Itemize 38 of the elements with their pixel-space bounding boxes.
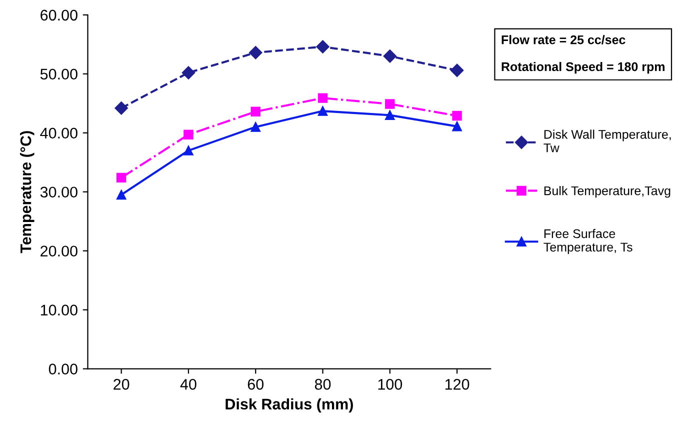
point (182, 66, 196, 80)
point (249, 46, 262, 60)
point (250, 122, 260, 132)
point (318, 93, 328, 103)
legend-label: Bulk Temperature,Tavg (544, 186, 670, 198)
x-tick-label: 20 (114, 378, 130, 390)
point (316, 40, 330, 54)
point (385, 110, 395, 120)
point (250, 106, 260, 116)
point (450, 64, 464, 77)
point (114, 102, 128, 115)
point (184, 146, 194, 156)
y-tick-label: 30.00 (40, 186, 78, 198)
y-tick-label: 0.00 (48, 364, 78, 374)
x-tick-label: 60 (248, 378, 264, 390)
x-tick-label: 100 (378, 378, 402, 390)
text: Flow rate = 25 cc/sec (502, 35, 626, 44)
point (116, 190, 126, 200)
point (452, 122, 462, 132)
y-tick-label: 20.00 (40, 246, 78, 257)
legend-label: Disk Wall Temperature, Tw (544, 130, 671, 152)
y-tick-label: 50.00 (40, 68, 78, 80)
y-tick-label: 60.00 (40, 10, 78, 21)
point (116, 172, 126, 183)
x-tick-label: 40 (180, 378, 196, 390)
point (383, 50, 396, 63)
text: Rotational Speed = 180 rpm (502, 62, 664, 74)
point (318, 106, 328, 116)
point (385, 99, 395, 109)
point (184, 130, 194, 140)
y-tick-label: 40.00 (40, 128, 78, 139)
point (452, 110, 462, 121)
legend-label: Free Surface Temperature, Ts (544, 228, 632, 254)
y-tick-label: 10.00 (40, 304, 78, 316)
x-tick-label: 120 (445, 378, 470, 390)
x-axis-title: Disk Radius (mm) (226, 398, 353, 413)
x-tick-label: 80 (314, 378, 331, 390)
y-axis-title: Temperature (°C) (20, 131, 34, 254)
